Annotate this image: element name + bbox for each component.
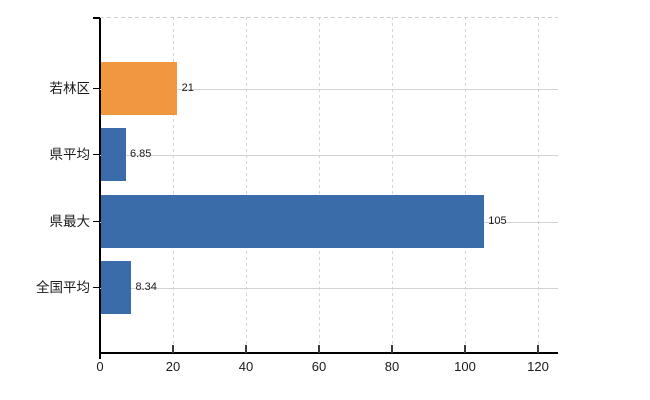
vertical-gridline [392, 17, 393, 353]
bar-value-label: 21 [181, 82, 194, 94]
category-tick [93, 153, 100, 156]
bar-value-label: 6.85 [130, 148, 152, 160]
x-axis-tick [537, 344, 539, 353]
y-axis-line [99, 17, 101, 359]
bar [100, 195, 485, 248]
horizontal-gridline [100, 154, 558, 156]
category-tick [93, 220, 100, 223]
vertical-gridline [319, 17, 320, 353]
bar-value-label: 105 [488, 215, 507, 227]
category-label: 県最大 [49, 213, 91, 229]
x-axis-tick [245, 344, 247, 353]
x-tick-label: 0 [96, 359, 104, 374]
x-tick-label: 100 [454, 359, 476, 374]
category-tick [93, 87, 100, 90]
vertical-gridline [173, 17, 174, 353]
x-axis-tick [172, 344, 174, 353]
x-tick-label: 40 [238, 359, 254, 374]
bar [100, 261, 132, 314]
plot-top-border [100, 17, 558, 18]
bar [100, 62, 178, 115]
x-axis-tick [391, 344, 393, 353]
bar [100, 128, 126, 181]
category-tick [93, 286, 100, 289]
vertical-gridline [538, 17, 539, 353]
vertical-gridline [465, 17, 466, 353]
vertical-gridline [246, 17, 247, 353]
category-label: 若林区 [49, 80, 91, 96]
y-axis-top-tick [93, 17, 100, 19]
horizontal-gridline [100, 287, 558, 289]
category-label: 全国平均 [36, 279, 90, 295]
x-tick-label: 80 [384, 359, 400, 374]
x-axis-tick [464, 344, 466, 353]
x-tick-label: 20 [165, 359, 181, 374]
category-label: 県平均 [49, 146, 91, 162]
horizontal-gridline [100, 88, 558, 90]
x-axis-tick [318, 344, 320, 353]
x-tick-label: 60 [311, 359, 327, 374]
bar-value-label: 8.34 [135, 281, 157, 293]
x-tick-label: 120 [527, 359, 549, 374]
x-axis-line [100, 352, 558, 354]
